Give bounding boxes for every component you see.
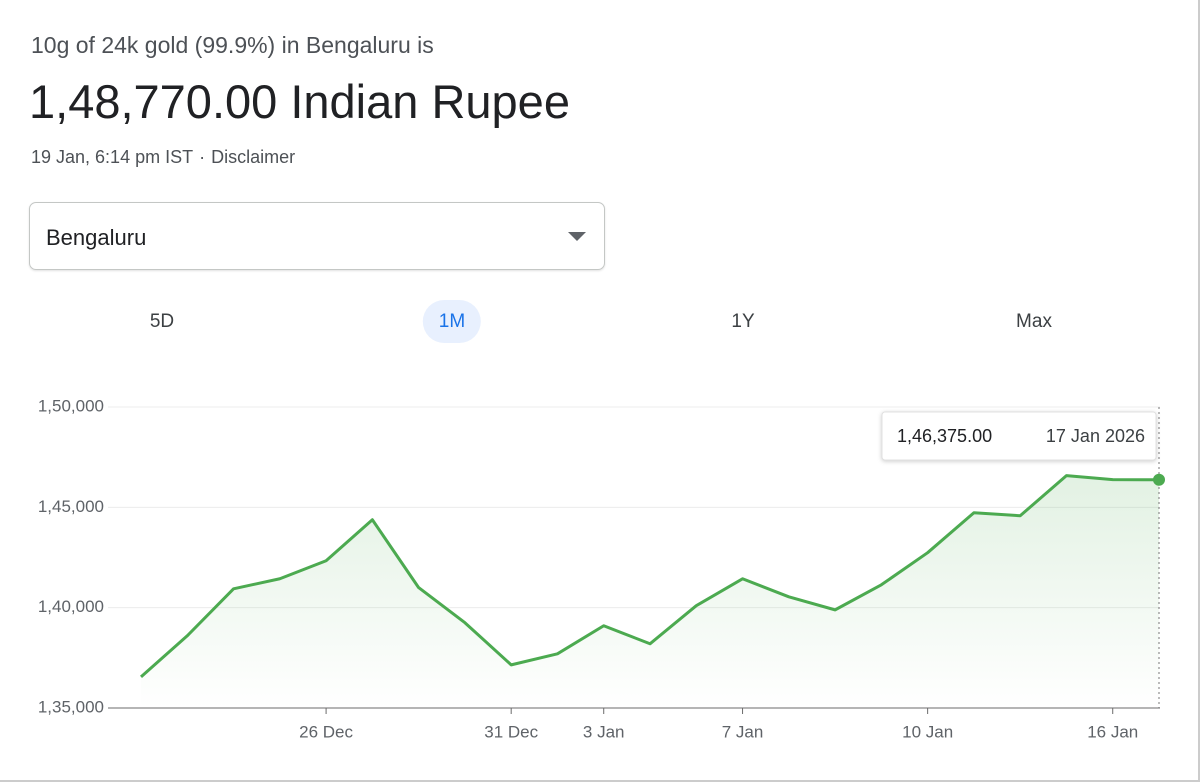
x-tick-label: 10 Jan xyxy=(902,722,953,741)
range-tab[interactable]: 1Y xyxy=(731,311,755,332)
disclaimer-link[interactable]: Disclaimer xyxy=(211,147,296,167)
area xyxy=(141,475,1159,708)
separator: · xyxy=(199,147,206,167)
tooltip-value: 1,46,375.00 xyxy=(897,426,992,446)
timestamp-row: 19 Jan, 6:14 pm IST · Disclaimer xyxy=(31,147,301,168)
price: 1,48,770.00 Indian Rupee xyxy=(29,75,570,128)
y-tick-label: 1,40,000 xyxy=(38,597,104,616)
x-tick-label: 26 Dec xyxy=(299,722,353,741)
price-line xyxy=(140,474,1160,679)
dropdown-arrow xyxy=(568,232,586,241)
city-dropdown[interactable]: Bengaluru xyxy=(29,202,605,270)
tooltip-box xyxy=(881,411,1157,461)
x-tick-label: 7 Jan xyxy=(722,722,764,741)
range-tab[interactable]: 1M xyxy=(422,300,482,343)
tooltip: 1,46,375.00 17 Jan 2026 xyxy=(881,411,1157,461)
range-tab[interactable]: 5D xyxy=(149,311,175,332)
y-tick-label: 1,35,000 xyxy=(38,697,104,716)
x-tick-label: 3 Jan xyxy=(583,722,625,741)
dropdown-value: Bengaluru xyxy=(46,225,147,250)
x-tick-label: 31 Dec xyxy=(484,722,538,741)
y-tick-label: 1,50,000 xyxy=(38,396,104,415)
tooltip-date: 17 Jan 2026 xyxy=(1046,426,1145,446)
timestamp: 19 Jan, 6:14 pm IST xyxy=(31,147,194,167)
range-tab[interactable]: Max xyxy=(1016,311,1052,332)
hover-dot xyxy=(1153,473,1165,486)
y-tick-label: 1,45,000 xyxy=(38,497,104,516)
x-tick-label: 16 Jan xyxy=(1087,722,1138,741)
subtitle: 10g of 24k gold (99.9%) in Bengaluru is xyxy=(31,32,434,58)
